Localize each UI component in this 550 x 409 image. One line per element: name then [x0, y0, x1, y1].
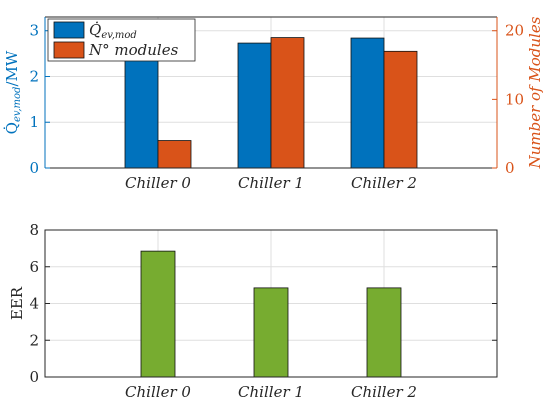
- ylabel-left: EER: [8, 286, 26, 320]
- tick-label-left: 8: [29, 221, 39, 239]
- bar-modules: [383, 50, 418, 169]
- tick-label-right: 0: [505, 159, 515, 177]
- tick-label-right: 10: [505, 90, 524, 108]
- legend-label-q-ev: Q̇ev,mod: [89, 21, 137, 41]
- category-label: Chiller 1: [238, 383, 304, 401]
- tick-label-right: 20: [505, 22, 524, 40]
- ylabel-right: Number of Modules: [526, 16, 544, 169]
- chart-bottom: 0 2 4 6 8 Chiller 0 Chiller 1 Chiller 2 EER: [8, 221, 498, 401]
- bar-eer: [140, 250, 176, 378]
- bar-eer: [366, 287, 402, 378]
- category-label: Chiller 0: [125, 383, 191, 401]
- bar-eer: [253, 287, 289, 378]
- tick-label-left: 1: [29, 113, 39, 131]
- tick-label-left: 0: [29, 368, 39, 386]
- chart-top: 0 1 2 3 0 10 20 Chiller 0 Chiller 1 Chiller 2 Q̇ev…: [3, 16, 544, 192]
- tick-label-left: 3: [29, 22, 39, 40]
- legend-swatch-q-ev: [53, 21, 85, 39]
- bar-q-ev: [350, 37, 385, 169]
- tick-label-left: 2: [29, 67, 39, 85]
- bar-q-ev: [237, 42, 272, 169]
- legend-swatch-modules: [53, 41, 85, 59]
- bar-modules: [157, 140, 192, 169]
- category-label: Chiller 2: [351, 383, 417, 401]
- tick-label-left: 0: [29, 159, 39, 177]
- bar-q-ev: [124, 59, 159, 169]
- category-label: Chiller 1: [238, 174, 304, 192]
- tick-label-left: 2: [29, 331, 39, 349]
- tick-label-left: 6: [29, 258, 39, 276]
- tick-label-left: 4: [29, 295, 39, 313]
- ylabel-left: Q̇ev,mod/MW: [3, 50, 23, 134]
- bar-modules: [270, 37, 305, 169]
- legend-label-modules: N° modules: [88, 41, 179, 59]
- category-label: Chiller 2: [351, 174, 417, 192]
- category-label: Chiller 0: [125, 174, 191, 192]
